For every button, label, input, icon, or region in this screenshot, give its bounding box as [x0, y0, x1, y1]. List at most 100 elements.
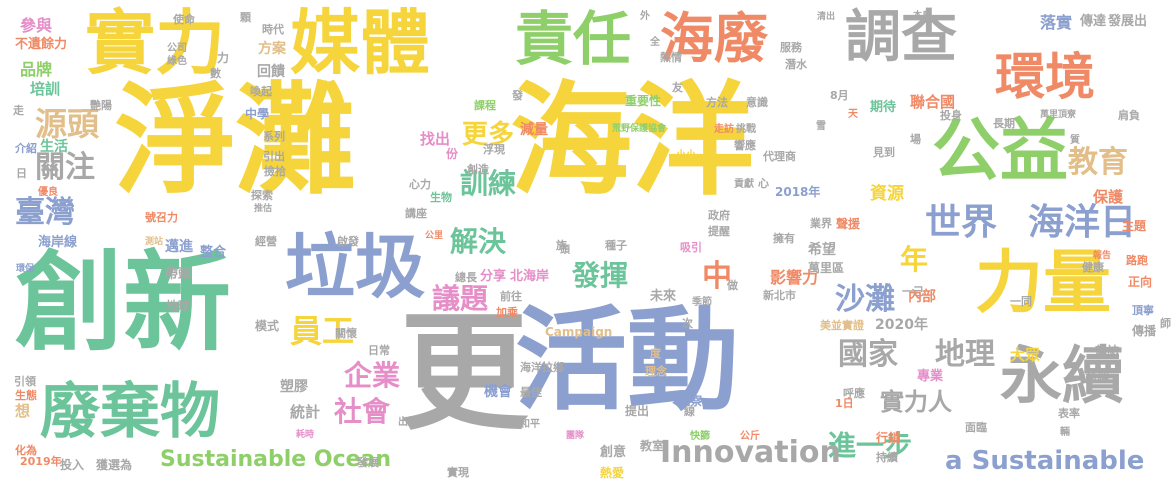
word: 塑膠	[280, 379, 308, 395]
word: 走訪	[714, 124, 734, 135]
word: 關注	[35, 150, 95, 185]
word: 萬里區	[808, 261, 845, 275]
word: 課程	[474, 99, 496, 112]
word: 雪	[816, 121, 826, 132]
word: 綠色	[167, 56, 187, 67]
word: 活動	[515, 296, 739, 426]
word: 前端	[1085, 371, 1110, 385]
word: 輛	[1060, 427, 1070, 438]
word: 路跑	[1126, 254, 1148, 267]
word: 社會	[334, 395, 391, 428]
word: 8月	[830, 89, 849, 102]
word: 業界	[810, 217, 832, 230]
word: 度	[650, 347, 661, 360]
word: 一同	[1010, 295, 1032, 308]
word: 海岸線	[38, 235, 78, 250]
word: 提出	[625, 404, 650, 418]
word: 季節	[692, 297, 712, 308]
word: 調查	[845, 5, 957, 70]
word: 永續	[1000, 339, 1125, 412]
word: 介紹	[15, 142, 37, 155]
word: 力量	[975, 244, 1112, 323]
word: 專業	[917, 369, 944, 384]
word: 本島	[913, 11, 932, 21]
word: 傳達	[1080, 14, 1107, 29]
word: 落實	[1040, 13, 1073, 32]
word: 表率	[1058, 407, 1080, 420]
word: 聲援	[836, 217, 861, 231]
word: 推估	[254, 204, 273, 214]
word: 更多	[462, 120, 515, 150]
word: 垃圾	[285, 226, 425, 308]
word: 解決	[450, 225, 507, 258]
word: 找出	[420, 130, 451, 148]
word: 投入	[60, 458, 85, 472]
word: 總長	[455, 271, 477, 284]
word: 場	[910, 133, 921, 146]
word: 公斤	[740, 431, 760, 442]
word: 沙灘	[835, 282, 895, 317]
word: 責任	[515, 5, 632, 73]
word: 系列	[263, 130, 285, 143]
word: 號召力	[145, 211, 178, 224]
word: 雜誌	[1095, 344, 1120, 358]
word: 海洋	[510, 70, 754, 212]
word: 2019年	[20, 455, 62, 468]
word: 萬里頂寮	[1040, 110, 1077, 120]
word: 艷陽	[90, 99, 112, 112]
word: 潛水	[785, 58, 807, 71]
word: 生態	[15, 389, 37, 402]
word: 熱情	[660, 51, 682, 64]
word: 地理	[935, 337, 995, 372]
word: 走	[13, 104, 24, 117]
word: 減量	[520, 122, 548, 138]
word: 講座	[405, 207, 427, 220]
word: 行銷	[876, 431, 901, 445]
word: 淨灘	[115, 72, 355, 211]
word: 分享	[480, 269, 507, 284]
word: 耗時	[296, 430, 315, 440]
word: 生活	[40, 139, 68, 155]
word: 訓練	[460, 167, 517, 200]
word: 年	[900, 243, 929, 276]
word: Innovation	[660, 435, 841, 470]
word: 族	[556, 239, 567, 252]
word: 健康	[1082, 261, 1104, 274]
word: 國家	[838, 337, 898, 372]
word: 2020年	[875, 317, 928, 333]
word: 中	[702, 259, 732, 294]
word: 響應	[734, 139, 756, 152]
word: 臺灣	[15, 195, 75, 230]
word: 企業	[344, 359, 401, 392]
word: 政府	[708, 209, 730, 222]
word: 顆	[240, 11, 251, 24]
word: 重要性	[625, 94, 662, 108]
word: 浮現	[483, 143, 505, 156]
word: 喚起	[250, 85, 272, 98]
word: 前往	[500, 290, 522, 303]
word: 環保	[16, 264, 35, 274]
word: 發展出	[1108, 14, 1148, 29]
word: 海洋日	[1028, 202, 1137, 243]
word: 持續	[876, 451, 898, 464]
word: 內部	[908, 289, 936, 305]
word: 出爐	[398, 417, 418, 428]
word: 更	[400, 299, 529, 448]
word: 觀察	[678, 394, 703, 408]
word: 探索	[251, 189, 273, 202]
word: 引領	[14, 375, 36, 388]
word: 吸引	[680, 241, 702, 254]
word: 心	[758, 177, 769, 190]
word: 1日	[835, 397, 854, 410]
word: 荒野保護協會	[612, 124, 667, 134]
word: 挑戰	[736, 124, 756, 135]
word: 期待	[870, 100, 897, 115]
word: 進一步	[828, 429, 913, 462]
word: 呼應	[843, 387, 865, 400]
word: 天	[848, 109, 858, 120]
word: 源頭	[35, 105, 100, 143]
word: 實力	[85, 2, 225, 84]
word: Sustainable Ocean	[160, 447, 392, 472]
word: 希望	[808, 242, 836, 258]
word: 公里	[425, 231, 444, 241]
